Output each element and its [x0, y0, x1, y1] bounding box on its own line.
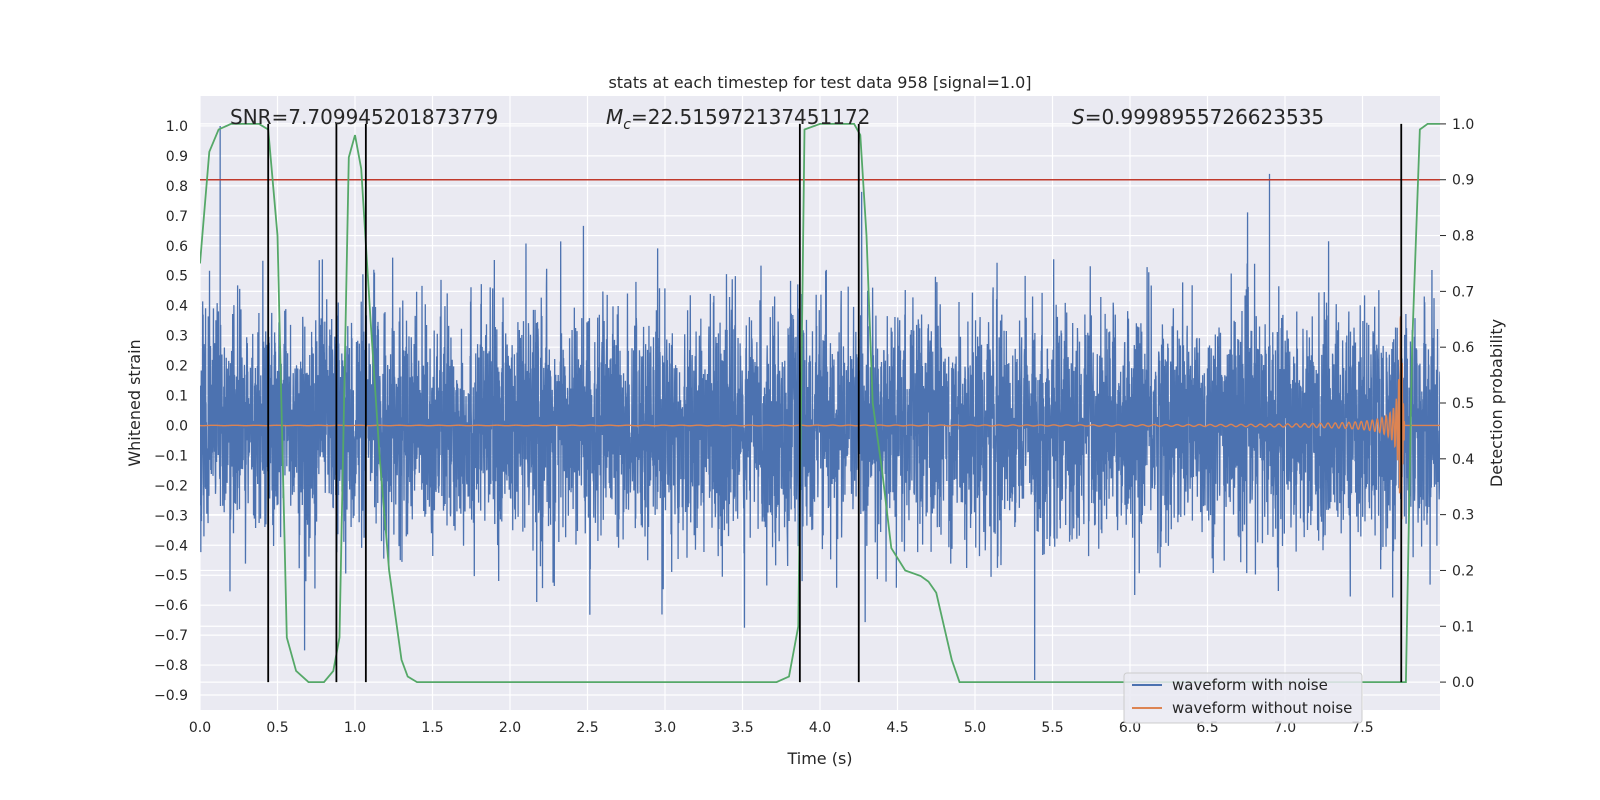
x-tick-label: 7.5: [1351, 720, 1373, 736]
y-tick-label: −0.7: [154, 628, 188, 644]
chart-title: stats at each timestep for test data 958…: [608, 73, 1031, 92]
y-tick-label: −0.9: [154, 688, 188, 704]
y-right-tick-label: 0.8: [1452, 229, 1474, 245]
y-tick-label: −0.1: [154, 448, 188, 464]
y-tick-label: 0.5: [166, 269, 188, 285]
y-tick-label: 1.0: [166, 119, 188, 135]
x-tick-label: 3.5: [731, 720, 753, 736]
legend-box: [1123, 672, 1363, 724]
chirp-mass-annotation: Mc=22.515972137451172: [606, 105, 870, 133]
legend-label-clean: waveform without noise: [1172, 699, 1352, 717]
x-tick-label: 2.0: [499, 720, 521, 736]
overlay-group: [200, 123, 1440, 683]
x-tick-label: 0.5: [266, 720, 288, 736]
chirp-mass-value: =22.515972137451172: [631, 105, 870, 129]
x-tick-label: 4.0: [809, 720, 831, 736]
x-tick-label: 0.0: [189, 720, 211, 736]
x-axis-label: Time (s): [786, 749, 852, 768]
x-tick-label: 3.0: [654, 720, 676, 736]
y-tick-label: 0.9: [166, 149, 188, 165]
y-tick-label: 0.2: [166, 359, 188, 375]
x-tick-label: 2.5: [576, 720, 598, 736]
noise-series-group: [200, 125, 1440, 681]
y-right-tick-label: 0.2: [1452, 563, 1474, 579]
y-tick-label: −0.5: [154, 568, 188, 584]
y-right-tick-label: 0.5: [1452, 396, 1474, 412]
snr-annotation: SNR=7.709945201873779: [230, 105, 498, 129]
legend: waveform with noise waveform without noi…: [1123, 672, 1363, 724]
s-value: =0.9998955726623535: [1085, 105, 1324, 129]
y-tick-label: −0.6: [154, 598, 188, 614]
series-line-detection-probability: [200, 123, 1440, 683]
y-right-tick-label: 1.0: [1452, 117, 1474, 133]
legend-label-noise: waveform with noise: [1172, 676, 1328, 694]
x-tick-label: 1.5: [421, 720, 443, 736]
x-tick-label: 7.0: [1274, 720, 1296, 736]
y-tick-label: 0.7: [166, 209, 188, 225]
y-tick-label: 0.3: [166, 329, 188, 345]
x-tick-label: 6.0: [1119, 720, 1141, 736]
y-axis-label: Whitened strain: [125, 339, 144, 466]
y-tick-label: −0.8: [154, 658, 188, 674]
y-tick-label: −0.2: [154, 478, 188, 494]
y-axis-right-label: Detection probability: [1487, 319, 1506, 487]
y-right-tick-label: 0.3: [1452, 508, 1474, 524]
x-tick-label: 4.5: [886, 720, 908, 736]
y-right-tick-label: 0.9: [1452, 173, 1474, 189]
x-tick-label: 6.5: [1196, 720, 1218, 736]
y-tick-label: −0.3: [154, 508, 188, 524]
y-right-tick-label: 0.1: [1452, 619, 1474, 635]
y-tick-label: 0.8: [166, 179, 188, 195]
y-right-tick-label: 0.4: [1452, 452, 1474, 468]
chirp-series-group: [200, 294, 1440, 520]
y-tick-label: 0.6: [166, 239, 188, 255]
x-tick-label: 5.5: [1041, 720, 1063, 736]
x-tick-label: 1.0: [344, 720, 366, 736]
series-line-waveform-without-noise: [200, 294, 1440, 520]
y-right-tick-label: 0.0: [1452, 675, 1474, 691]
y-tick-label: 0.1: [166, 389, 188, 405]
x-tick-label: 5.0: [964, 720, 986, 736]
y-tick-label: 0.4: [166, 299, 188, 315]
y-tick-label: 0.0: [166, 418, 188, 434]
s-symbol: S: [1072, 105, 1085, 129]
y-tick-label: −0.4: [154, 538, 188, 554]
axes: 0.0 0.5 1.0 1.5 2.0 2.5 3.0 3.5 4.0 4.5 5.0 5.5 6.0 6…: [154, 117, 1474, 736]
y-right-tick-label: 0.6: [1452, 340, 1474, 356]
series-line-waveform-with-noise: [200, 125, 1440, 681]
y-right-tick-label: 0.7: [1452, 284, 1474, 300]
chirp-mass-symbol: M: [606, 105, 623, 129]
s-annotation: S=0.9998955726623535: [1072, 105, 1324, 129]
chirp-mass-subscript: c: [623, 117, 631, 133]
